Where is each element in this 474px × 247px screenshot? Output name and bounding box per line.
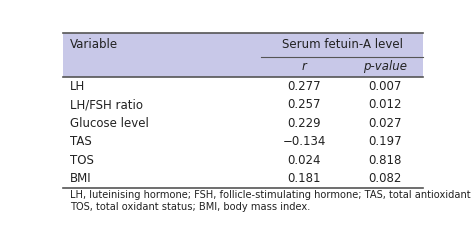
- Text: TOS, total oxidant status; BMI, body mass index.: TOS, total oxidant status; BMI, body mas…: [70, 202, 310, 212]
- Text: 0.181: 0.181: [288, 172, 321, 185]
- Text: LH, luteinising hormone; FSH, follicle-stimulating hormone; TAS, total antioxida: LH, luteinising hormone; FSH, follicle-s…: [70, 190, 474, 200]
- Text: Serum fetuin-A level: Serum fetuin-A level: [282, 38, 402, 51]
- Text: 0.229: 0.229: [288, 117, 321, 130]
- Text: Glucose level: Glucose level: [70, 117, 149, 130]
- Text: TAS: TAS: [70, 135, 92, 148]
- Text: 0.027: 0.027: [368, 117, 402, 130]
- Text: 0.257: 0.257: [288, 98, 321, 111]
- Text: LH/FSH ratio: LH/FSH ratio: [70, 98, 143, 111]
- Text: 0.197: 0.197: [368, 135, 402, 148]
- Text: 0.082: 0.082: [369, 172, 402, 185]
- Text: 0.007: 0.007: [369, 80, 402, 93]
- Text: p-value: p-value: [363, 61, 407, 74]
- Text: LH: LH: [70, 80, 85, 93]
- Text: 0.277: 0.277: [288, 80, 321, 93]
- Text: 0.818: 0.818: [369, 154, 402, 167]
- Text: Variable: Variable: [70, 38, 118, 51]
- Text: BMI: BMI: [70, 172, 92, 185]
- Text: 0.024: 0.024: [288, 154, 321, 167]
- Text: −0.134: −0.134: [283, 135, 326, 148]
- Text: r: r: [302, 61, 307, 74]
- Text: TOS: TOS: [70, 154, 94, 167]
- Text: 0.012: 0.012: [368, 98, 402, 111]
- Bar: [63, 33, 423, 77]
